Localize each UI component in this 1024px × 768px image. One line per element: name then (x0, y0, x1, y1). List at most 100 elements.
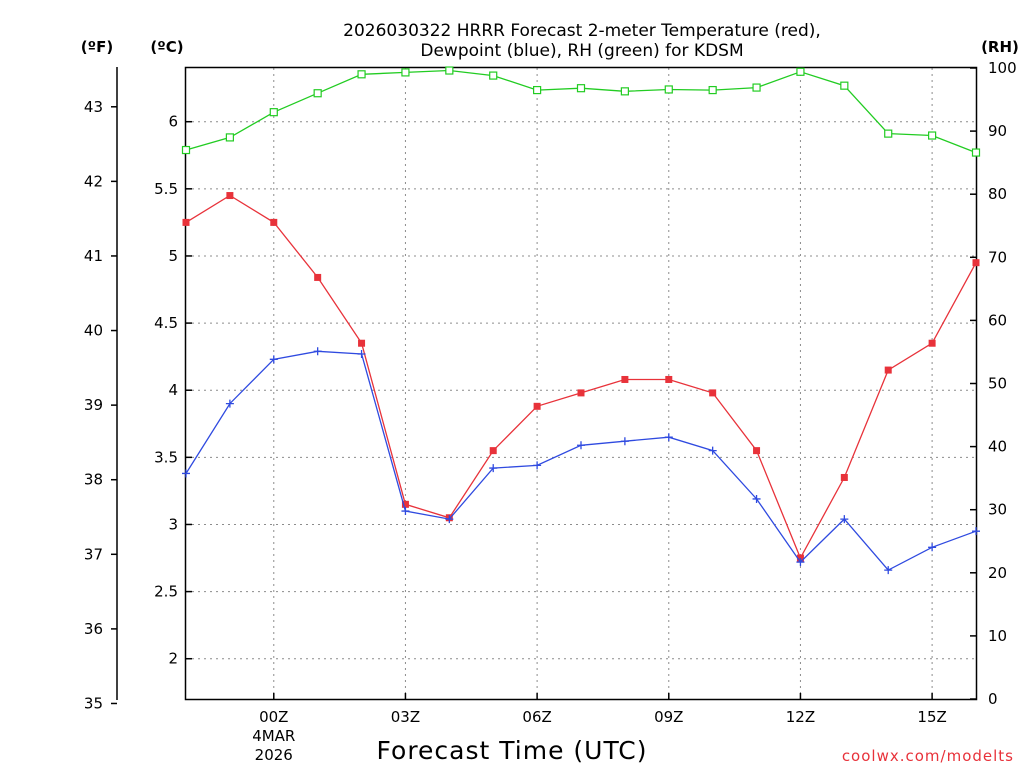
temperature-point (972, 259, 980, 267)
temperature-point (270, 218, 278, 226)
celsius-tick-label: 2.5 (154, 583, 178, 601)
rh-point (401, 68, 410, 77)
temperature-point (709, 389, 717, 397)
rh-point (796, 67, 805, 76)
celsius-tick-label: 2 (168, 650, 178, 668)
x-axis-label: Forecast Time (UTC) (377, 736, 648, 765)
rh-tick-label: 20 (988, 564, 1007, 582)
rh-point (489, 71, 498, 80)
fahrenheit-tick-label: 39 (84, 396, 103, 414)
plot-frame (184, 66, 978, 701)
rh-point (971, 148, 981, 157)
rh-point (752, 83, 761, 92)
dewpoint-point (401, 507, 410, 516)
dewpoint-point (664, 433, 673, 442)
celsius-tick-label: 5.5 (154, 180, 178, 198)
rh-line (185, 69, 977, 154)
temperature-point (665, 375, 673, 383)
rh-axis: 0 10 20 30 40 50 60 70 80 90 100 (970, 59, 1017, 708)
rh-tick-label: 70 (988, 248, 1007, 266)
dewpoint-point (577, 441, 585, 450)
celsius-tick-label: 3 (168, 515, 178, 533)
celsius-axis: 2 2.5 3 3.5 4 4.5 5 5.5 6 (154, 113, 192, 668)
rh-point (269, 108, 278, 117)
dewpoint-point (708, 446, 717, 455)
temperature-point (753, 447, 761, 455)
fahrenheit-tick-label: 38 (84, 471, 103, 489)
fahrenheit-unit-label: (ºF) (81, 38, 113, 56)
rh-tick-label: 30 (988, 501, 1007, 519)
temperature-point (884, 366, 892, 374)
rh-tick-label: 40 (988, 438, 1007, 456)
celsius-tick-label: 6 (168, 113, 178, 131)
rh-unit-label: (RH) (981, 38, 1019, 56)
rh-point (884, 129, 893, 138)
rh-tick-label: 60 (988, 311, 1007, 329)
time-tick-label: 12Z (786, 708, 815, 726)
dewpoint-point (313, 347, 322, 356)
fahrenheit-tick-label: 42 (84, 172, 103, 190)
dewpoint-line (185, 350, 977, 571)
temperature-point (621, 375, 629, 383)
temperature-point (533, 402, 541, 410)
chart-title-line-1: 2026030322 HRRR Forecast 2-meter Tempera… (343, 21, 821, 41)
rh-tick-label: 0 (988, 690, 998, 708)
celsius-tick-label: 5 (168, 247, 178, 265)
rh-tick-label: 80 (988, 185, 1007, 203)
rh-point (840, 81, 849, 90)
temperature-point (314, 273, 322, 281)
rh-point (357, 70, 366, 79)
dewpoint-point (840, 515, 849, 524)
dewpoint-point (225, 399, 234, 408)
time-tick-label: 06Z (522, 708, 551, 726)
fahrenheit-tick-label: 41 (84, 247, 103, 265)
dewpoint-point (928, 543, 937, 552)
fahrenheit-tick-label: 43 (84, 98, 103, 116)
rh-tick-label: 100 (988, 59, 1017, 77)
celsius-unit-label: (ºC) (150, 38, 183, 56)
rh-point (225, 133, 234, 142)
temperature-point (577, 389, 585, 397)
temperature-point (401, 500, 409, 508)
source-credit: coolwx.com/modelts (842, 747, 1014, 765)
dewpoint-point (445, 515, 454, 524)
celsius-tick-label: 3.5 (154, 448, 178, 466)
fahrenheit-tick-label: 36 (84, 620, 103, 638)
dewpoint-point (357, 349, 366, 358)
temperature-point (489, 447, 497, 455)
temperature-line (185, 194, 977, 560)
fahrenheit-axis: 35 36 37 38 39 40 41 42 43 (84, 98, 117, 712)
temperature-point (182, 218, 190, 226)
rh-point (620, 87, 629, 96)
rh-point (181, 145, 191, 155)
rh-point (708, 85, 717, 95)
dewpoint-point (796, 558, 805, 567)
data-series (181, 66, 981, 575)
temperature-point (226, 192, 234, 200)
year-label: 2026 (255, 746, 293, 764)
temperature-point (358, 339, 366, 347)
time-tick-label: 09Z (654, 708, 683, 726)
rh-point (445, 66, 454, 75)
dewpoint-point (182, 469, 190, 478)
rh-point (928, 131, 937, 140)
temperature-point (840, 473, 848, 481)
rh-point (533, 85, 542, 95)
dewpoint-point (269, 355, 278, 364)
celsius-tick-label: 4 (168, 381, 178, 399)
rh-tick-label: 50 (988, 375, 1007, 393)
temperature-point (928, 339, 936, 347)
rh-point (313, 89, 322, 98)
celsius-tick-label: 4.5 (154, 314, 178, 332)
chart-title-line-2: Dewpoint (blue), RH (green) for KDSM (420, 41, 743, 61)
time-tick-label: 15Z (917, 708, 946, 726)
fahrenheit-tick-label: 40 (84, 322, 103, 340)
fahrenheit-tick-label: 35 (84, 694, 103, 712)
rh-tick-label: 90 (988, 122, 1007, 140)
rh-tick-label: 10 (988, 627, 1007, 645)
dewpoint-point (620, 437, 629, 446)
rh-point (576, 84, 586, 93)
rh-point (664, 85, 673, 94)
